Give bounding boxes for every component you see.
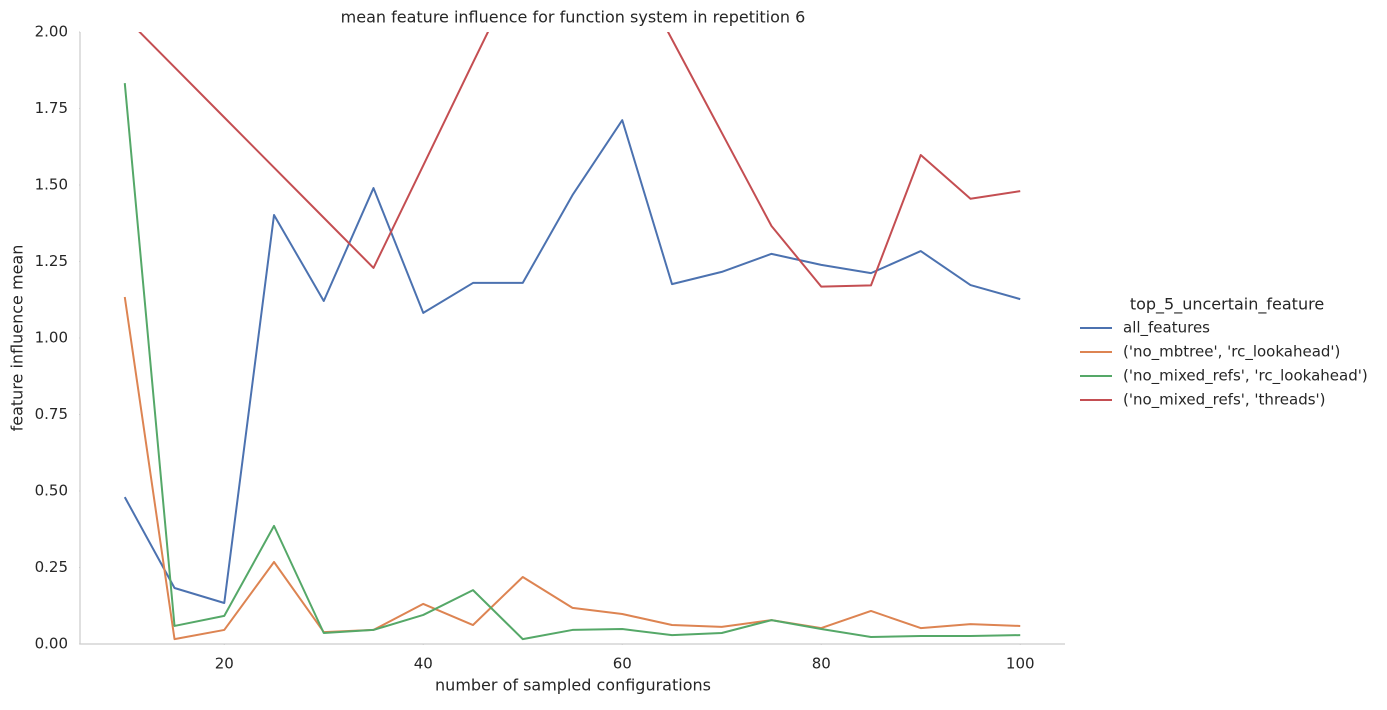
chart-title: mean feature influence for function syst… <box>341 8 806 27</box>
series-line <box>123 119 1021 604</box>
x-tick-label: 40 <box>414 655 433 673</box>
y-tick-label: 0.75 <box>35 405 68 423</box>
y-tick-label: 1.00 <box>35 329 68 347</box>
x-tick-label: 20 <box>215 655 234 673</box>
x-tick-label: 60 <box>613 655 632 673</box>
y-tick-label: 0.50 <box>35 482 68 500</box>
x-tick-label: 80 <box>812 655 831 673</box>
y-tick-label: 0.00 <box>35 635 68 653</box>
x-axis-label: number of sampled configurations <box>435 676 711 695</box>
legend-label: ('no_mixed_refs', 'threads') <box>1123 391 1326 410</box>
x-tick-label: 100 <box>1006 655 1035 673</box>
legend-label: ('no_mbtree', 'rc_lookahead') <box>1123 343 1340 362</box>
legend-label: ('no_mixed_refs', 'rc_lookahead') <box>1123 367 1368 386</box>
y-tick-label: 0.25 <box>35 558 68 576</box>
y-tick-label: 1.50 <box>35 176 68 194</box>
y-tick-label: 1.75 <box>35 99 68 117</box>
series-line <box>138 32 1021 288</box>
y-tick-label: 1.25 <box>35 252 68 270</box>
y-tick-label: 2.00 <box>35 23 68 41</box>
legend-title: top_5_uncertain_feature <box>1130 295 1324 315</box>
legend-label: all_features <box>1123 319 1210 338</box>
y-axis-label: feature influence mean <box>8 245 27 432</box>
series-line <box>123 296 1021 641</box>
series-line <box>123 83 1021 641</box>
